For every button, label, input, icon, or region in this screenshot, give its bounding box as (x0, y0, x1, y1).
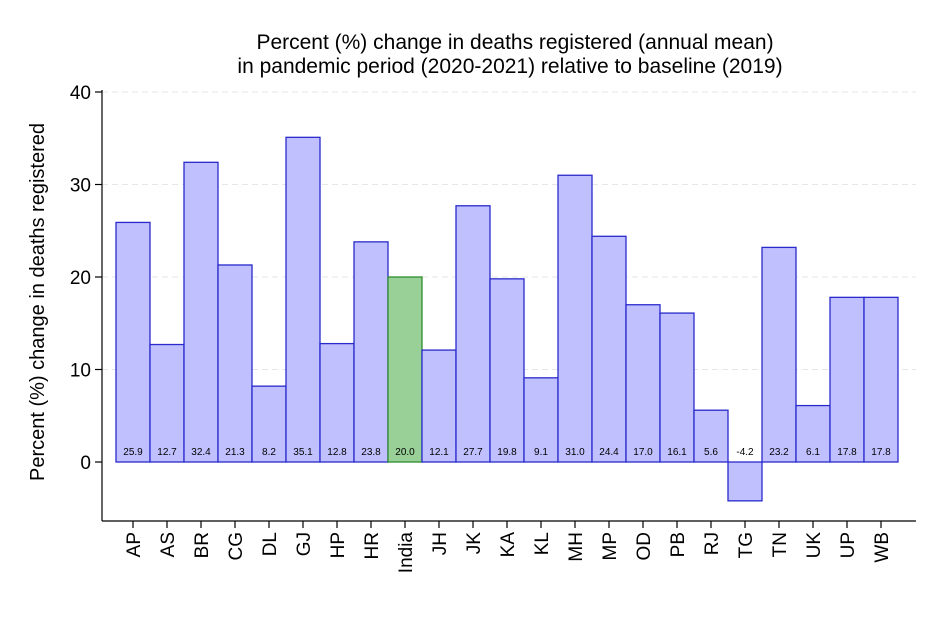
bars (115, 136, 899, 502)
data-label-dl: 8.2 (262, 447, 276, 458)
bar-od (625, 304, 661, 463)
bar-ap (115, 221, 151, 463)
bar-up (829, 296, 865, 463)
data-label-jk: 27.7 (463, 447, 483, 458)
chart-title: Percent (%) change in deaths registered … (256, 31, 773, 54)
data-label-tn: 23.2 (769, 447, 789, 458)
x-tick-label-tg: TG (736, 532, 757, 558)
data-label-as: 12.7 (157, 447, 177, 458)
bar-wb (863, 296, 899, 463)
bar-ka (489, 278, 525, 463)
x-tick-label-uk: UK (804, 532, 825, 559)
bar-hp (319, 342, 355, 463)
bar-kl (523, 377, 559, 463)
x-tick-label-ka: KA (498, 532, 519, 558)
data-label-od: 17.0 (633, 447, 653, 458)
data-label-br: 32.4 (191, 447, 211, 458)
chart-subtitle: in pandemic period (2020-2021) relative … (237, 55, 782, 78)
x-tick-label-jh: JH (430, 532, 451, 555)
data-label-cg: 21.3 (225, 447, 245, 458)
bar-br (183, 161, 219, 463)
y-tick-label-20: 20 (70, 268, 91, 289)
data-label-uk: 6.1 (806, 447, 820, 458)
data-label-tg: -4.2 (736, 447, 754, 458)
x-tick-label-hp: HP (328, 532, 349, 558)
x-tick-label-india: India (396, 532, 417, 574)
x-tick-label-br: BR (192, 532, 213, 558)
data-label-jh: 12.1 (429, 447, 449, 458)
bar-india (387, 276, 423, 463)
bar-jk (455, 205, 491, 463)
x-tick-label-gj: GJ (294, 532, 315, 556)
x-tick-label-od: OD (634, 532, 655, 561)
data-label-up: 17.8 (837, 447, 857, 458)
data-label-mh: 31.0 (565, 447, 585, 458)
x-tick-label-jk: JK (464, 532, 485, 555)
bar-gj (285, 136, 321, 463)
data-label-ka: 19.8 (497, 447, 517, 458)
axes: 0 10 20 30 40 AP AS BR CG DL GJ HP HR India JH JK KA KL MH… (70, 83, 916, 573)
bar-rj (693, 409, 729, 463)
y-tick-label-40: 40 (70, 83, 91, 104)
x-tick-label-hr: HR (362, 532, 383, 559)
x-tick-label-kl: KL (532, 532, 553, 555)
data-label-ap: 25.9 (123, 447, 143, 458)
x-tick-label-up: UP (838, 532, 859, 558)
data-label-pb: 16.1 (667, 447, 687, 458)
x-tick-label-wb: WB (872, 532, 893, 563)
bar-jh (421, 349, 457, 463)
x-tick-label-as: AS (158, 532, 179, 557)
data-label-india: 20.0 (395, 447, 415, 458)
bar-hr (353, 241, 389, 463)
x-tick-label-mh: MH (566, 532, 587, 562)
data-label-hr: 23.8 (361, 447, 381, 458)
x-tick-label-tn: TN (770, 532, 791, 557)
bar-tn (761, 246, 797, 463)
data-label-mp: 24.4 (599, 447, 619, 458)
data-label-wb: 17.8 (871, 447, 891, 458)
x-tick-label-ap: AP (124, 532, 145, 557)
bar-mp (591, 235, 627, 463)
data-label-kl: 9.1 (534, 447, 548, 458)
data-label-gj: 35.1 (293, 447, 313, 458)
data-label-rj: 5.6 (704, 447, 718, 458)
x-tick-label-dl: DL (260, 532, 281, 556)
bar-tg (727, 461, 763, 502)
x-tick-label-mp: MP (600, 532, 621, 561)
data-labels: 25.9 12.7 32.4 21.3 8.2 35.1 12.8 23.8 20.0 12.1 2… (123, 447, 891, 458)
x-tick-label-pb: PB (668, 532, 689, 557)
y-axis-label: Percent (%) change in deaths registered (27, 123, 49, 481)
bar-cg (217, 264, 253, 463)
x-tick-label-rj: RJ (702, 532, 723, 555)
y-tick-label-30: 30 (70, 176, 91, 197)
bar-dl (251, 385, 287, 463)
bar-mh (557, 174, 593, 463)
bar-as (149, 343, 185, 463)
bar-uk (795, 404, 831, 463)
y-tick-label-10: 10 (70, 361, 91, 382)
bar-pb (659, 312, 695, 463)
x-tick-label-cg: CG (226, 532, 247, 561)
y-tick-label-0: 0 (80, 453, 91, 474)
data-label-hp: 12.8 (327, 447, 347, 458)
